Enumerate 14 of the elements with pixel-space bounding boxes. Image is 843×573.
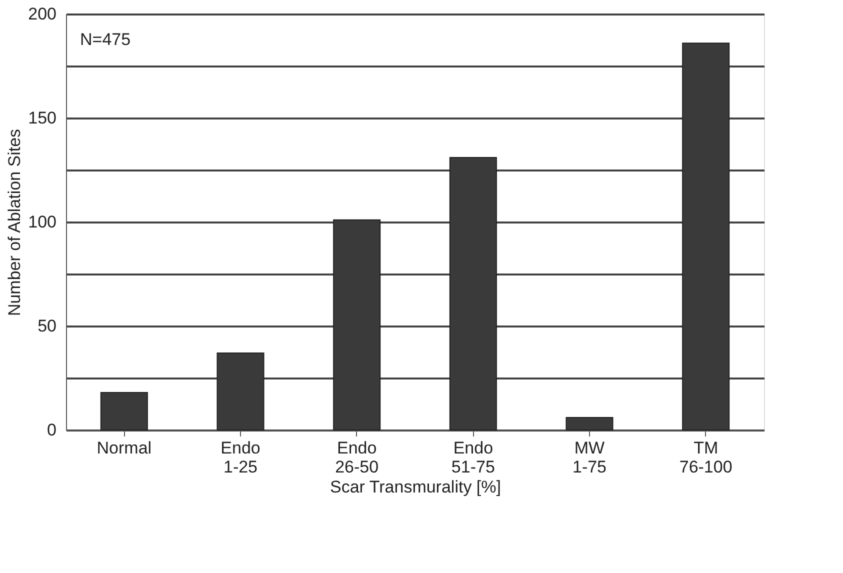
x-tick-label: Endo 1-25 <box>220 438 260 476</box>
y-tick-label: 100 <box>28 212 56 232</box>
x-tick-label: MW 1-75 <box>572 438 607 476</box>
x-axis-title: Scar Transmurality [%] <box>330 478 501 496</box>
x-tick-label: Normal <box>96 438 152 458</box>
y-tick-label: 50 <box>38 316 56 336</box>
annotation: N=475 <box>80 30 131 49</box>
x-tick-label: TM 76-100 <box>679 438 732 476</box>
y-tick-label: 200 <box>28 4 56 24</box>
x-tick-label: Endo 26-50 <box>335 438 379 476</box>
y-axis-title: Number of Ablation Sites <box>5 128 24 316</box>
x-tick-label: Endo 51-75 <box>451 438 495 476</box>
y-tick-label: 0 <box>47 420 56 440</box>
y-tick-label: 150 <box>28 108 56 128</box>
